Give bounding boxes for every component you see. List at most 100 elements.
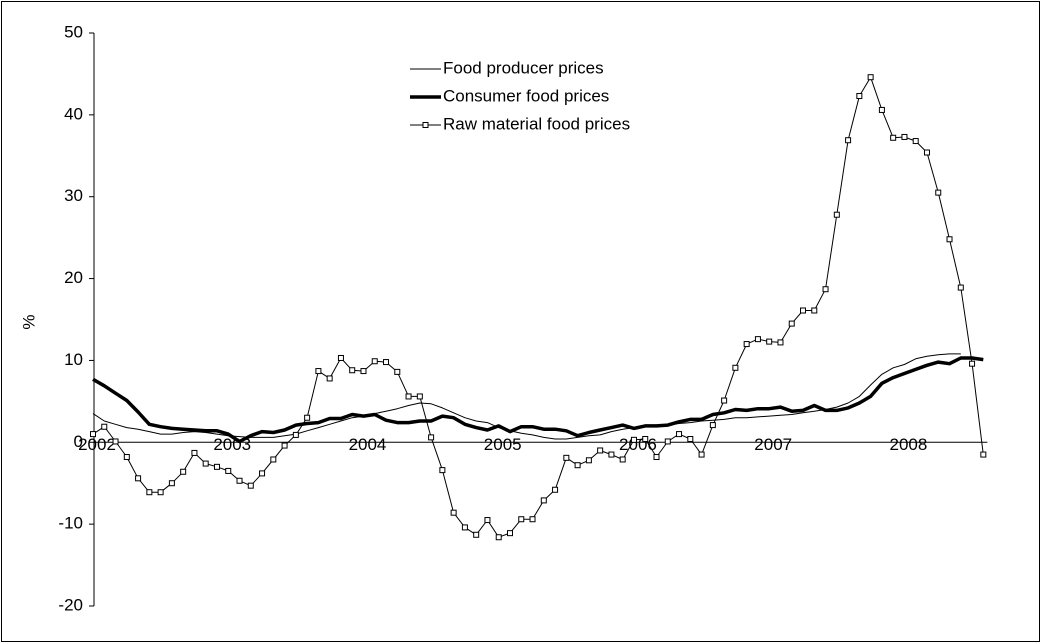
- data-point: [506, 530, 513, 537]
- y-tick-label: 40: [64, 104, 83, 123]
- data-point: [732, 364, 739, 371]
- data-point: [856, 93, 863, 100]
- data-point: [552, 486, 559, 493]
- data-point: [563, 454, 570, 461]
- data-point: [383, 359, 390, 366]
- y-tick-label: 20: [64, 268, 83, 287]
- data-point: [754, 336, 761, 343]
- x-tick-label: 2005: [484, 435, 522, 454]
- data-point: [360, 368, 367, 375]
- data-point: [946, 236, 953, 243]
- data-point: [123, 454, 130, 461]
- data-point: [969, 360, 976, 367]
- data-point: [394, 368, 401, 375]
- data-point: [202, 460, 209, 467]
- data-point: [349, 367, 356, 374]
- data-point: [709, 422, 716, 429]
- data-point: [484, 517, 491, 524]
- x-tick-label: 2004: [349, 435, 387, 454]
- series-line: [92, 356, 984, 444]
- data-point: [630, 436, 637, 443]
- data-point: [112, 438, 119, 445]
- data-point: [540, 497, 547, 504]
- data-point: [180, 468, 187, 475]
- data-point: [439, 467, 446, 474]
- data-point: [247, 482, 254, 489]
- data-point: [428, 434, 435, 441]
- legend-marker: [422, 122, 429, 128]
- data-point: [135, 475, 142, 482]
- y-axis-label: %: [19, 314, 38, 329]
- data-point: [236, 477, 243, 484]
- data-point: [90, 431, 96, 438]
- data-point: [585, 457, 592, 464]
- data-point: [461, 524, 468, 531]
- data-point: [270, 456, 277, 463]
- data-point: [495, 534, 502, 541]
- data-point: [867, 74, 874, 81]
- data-point: [518, 516, 525, 523]
- data-point: [225, 467, 232, 474]
- legend-label: Food producer prices: [443, 58, 604, 77]
- data-point: [800, 307, 807, 314]
- y-tick-label: 10: [64, 350, 83, 369]
- x-tick-label: 2006: [619, 435, 657, 454]
- data-point: [980, 451, 987, 458]
- data-point: [213, 463, 220, 470]
- data-point: [777, 339, 784, 346]
- y-tick-label: -10: [58, 514, 83, 533]
- data-point: [788, 320, 795, 327]
- x-tick-label: 2007: [754, 435, 792, 454]
- data-point: [574, 462, 581, 469]
- data-point: [191, 449, 198, 456]
- data-point: [529, 516, 536, 523]
- data-point: [912, 138, 919, 145]
- data-point: [811, 307, 818, 314]
- y-tick-label: 50: [64, 22, 83, 41]
- data-point: [890, 134, 897, 141]
- data-point: [878, 106, 885, 113]
- data-point: [597, 447, 604, 454]
- data-point: [168, 480, 175, 487]
- y-tick-label: -20: [58, 595, 83, 614]
- data-point: [822, 286, 829, 293]
- y-tick-label: 30: [64, 186, 83, 205]
- data-point: [326, 375, 333, 382]
- data-point: [405, 393, 412, 400]
- data-point: [371, 358, 378, 365]
- data-point: [687, 436, 694, 443]
- data-point: [157, 489, 164, 496]
- data-point: [957, 284, 964, 291]
- data-point: [473, 531, 480, 538]
- data-point: [743, 341, 750, 348]
- data-point: [901, 133, 908, 140]
- data-point: [146, 489, 153, 496]
- data-point: [642, 436, 649, 443]
- data-point: [766, 338, 773, 345]
- data-point: [676, 431, 683, 438]
- data-point: [619, 456, 626, 463]
- data-point: [416, 393, 423, 400]
- data-point: [450, 509, 457, 516]
- x-tick-label: 2002: [78, 435, 116, 454]
- data-point: [833, 211, 840, 218]
- x-tick-label: 2008: [890, 435, 928, 454]
- data-point: [304, 414, 311, 421]
- data-point: [721, 397, 728, 404]
- data-point: [608, 451, 615, 458]
- legend-label: Raw material food prices: [443, 114, 630, 133]
- data-point: [935, 189, 942, 196]
- data-point: [281, 442, 288, 449]
- data-point: [315, 368, 322, 375]
- series-line: [92, 353, 961, 440]
- data-point: [101, 423, 108, 430]
- data-point: [292, 431, 299, 438]
- data-point: [698, 451, 705, 458]
- data-point: [845, 137, 852, 144]
- data-point: [664, 438, 671, 445]
- data-point: [337, 354, 344, 361]
- data-point: [653, 454, 660, 461]
- legend-label: Consumer food prices: [443, 86, 609, 105]
